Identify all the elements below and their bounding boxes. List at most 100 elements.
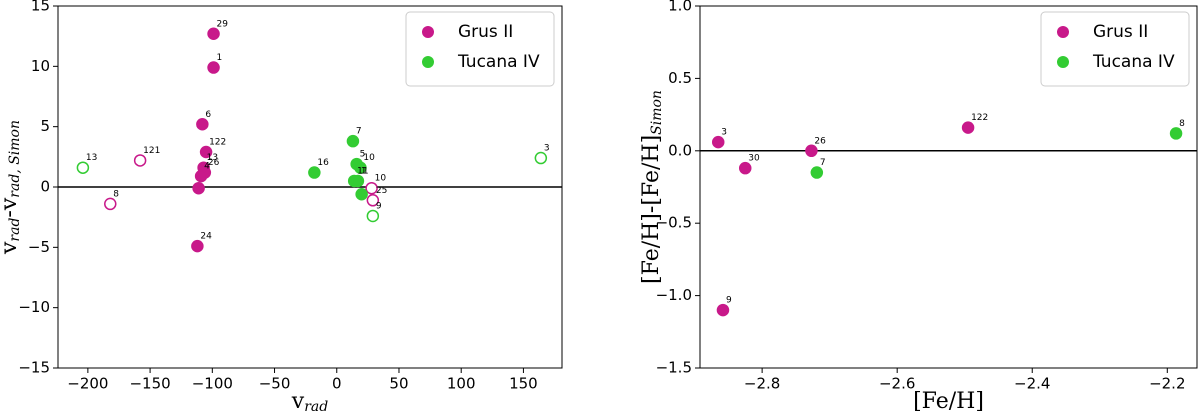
data-point — [192, 181, 205, 195]
x-tick-label: −2.2 — [1149, 375, 1185, 393]
data-point — [365, 181, 378, 195]
data-point — [366, 194, 380, 207]
x-tick-label: 50 — [389, 375, 408, 393]
data-point — [199, 145, 213, 159]
y-tick-label: 0.5 — [668, 69, 692, 87]
data-point — [1169, 127, 1183, 140]
y-axis-label: vrad-vrad, Simon — [0, 120, 23, 255]
point-label: 122 — [209, 138, 226, 148]
point-label: 121 — [143, 146, 160, 156]
data-point — [711, 135, 725, 149]
y-axis-label-part: rad, Simon — [7, 120, 23, 198]
x-tick-label: −2.6 — [879, 375, 915, 393]
x-axis-label-part: rad — [304, 399, 328, 412]
legend-label: Grus II — [1093, 22, 1148, 42]
y-axis-label: [Fe/H]-[Fe/H]Simon — [639, 90, 665, 284]
data-point — [308, 166, 321, 179]
data-point — [738, 161, 752, 175]
point-label: 5 — [360, 150, 366, 160]
data-point — [76, 161, 90, 174]
y-axis-label-part: rad — [7, 218, 23, 242]
x-tick-label: −2.8 — [744, 375, 780, 393]
point-label: 7 — [356, 127, 362, 137]
point-label: 13 — [207, 153, 218, 163]
point-label: 26 — [814, 136, 826, 146]
y-axis-label-part: -v — [0, 197, 22, 217]
point-label: 1 — [217, 53, 223, 63]
data-point — [133, 154, 147, 167]
legend-marker — [422, 56, 434, 68]
data-point — [961, 121, 975, 134]
data-point — [191, 239, 204, 253]
plot-frame — [57, 5, 563, 369]
legend-label: Grus II — [458, 22, 513, 42]
data-point — [196, 118, 209, 131]
legend: Grus II Tucana IV — [405, 11, 555, 87]
legend-marker — [1057, 56, 1069, 68]
subplot: −2.8 −2.6 −2.4 −2.2 −1.5 −1.0 −0.5 0.0 0.5 1.0 3 30… — [639, 0, 1198, 412]
legend-marker — [422, 26, 434, 38]
y-tick-label: −1.5 — [656, 359, 692, 377]
y-tick-label: 0 — [40, 178, 50, 196]
subplot: −200 −150 −100 −50 0 50 100 150−15−10−505101529… — [0, 0, 563, 412]
point-label: 10 — [363, 153, 375, 163]
data-point — [355, 187, 368, 201]
point-label: 16 — [317, 158, 329, 168]
x-tick-label: 0 — [332, 375, 342, 393]
x-tick-label: −150 — [129, 375, 170, 393]
data-point — [810, 166, 824, 179]
x-axis-label: [Fe/H] — [913, 389, 984, 412]
legend-marker — [1057, 26, 1069, 38]
x-axis-label-part: [Fe/H] — [913, 389, 984, 412]
data-point — [351, 174, 365, 188]
y-tick-label: −5 — [28, 238, 50, 256]
data-point — [207, 61, 220, 74]
data-point — [534, 151, 548, 165]
point-label: 11 — [357, 166, 368, 176]
x-tick-label: 150 — [509, 375, 538, 393]
point-label: 29 — [217, 19, 229, 29]
y-tick-label: 10 — [31, 57, 50, 75]
x-tick-label: −2.4 — [1014, 375, 1050, 393]
point-label: 24 — [200, 232, 212, 242]
point-label: 10 — [375, 174, 387, 184]
point-label: 6 — [205, 110, 211, 120]
data-point — [716, 303, 730, 317]
point-label: 7 — [820, 158, 826, 168]
y-tick-label: −0.5 — [656, 214, 692, 232]
y-axis-label-part: [Fe/H]-[Fe/H] — [639, 135, 664, 284]
point-label: 122 — [971, 113, 988, 123]
data-point — [104, 197, 117, 211]
legend-box — [1040, 11, 1190, 87]
point-label: 4 — [204, 162, 210, 172]
y-tick-label: 1.0 — [668, 0, 692, 15]
plot-frame — [699, 5, 1198, 369]
legend: Grus II Tucana IV — [1040, 11, 1190, 87]
point-label: 1 — [361, 166, 367, 176]
x-axis-label-part: v — [291, 389, 305, 412]
y-tick-label: 15 — [31, 0, 50, 15]
legend-box — [405, 11, 555, 87]
point-label: 9 — [726, 296, 732, 306]
point-label: 30 — [748, 154, 760, 164]
data-point — [194, 169, 208, 183]
point-label: 9 — [376, 201, 382, 211]
y-tick-label: 0.0 — [668, 141, 692, 159]
data-point — [354, 161, 367, 174]
point-label: 13 — [86, 153, 97, 163]
data-point — [366, 209, 380, 223]
x-tick-label: 100 — [447, 375, 476, 393]
point-label: 25 — [376, 186, 387, 196]
legend-label: Tucana IV — [457, 52, 540, 72]
data-point — [207, 27, 220, 41]
y-tick-label: −15 — [18, 359, 50, 377]
data-point — [346, 134, 360, 148]
point-label: 8 — [113, 189, 119, 199]
x-tick-label: −100 — [192, 375, 233, 393]
y-axis-label-part: Simon — [649, 90, 665, 135]
y-tick-label: 5 — [40, 117, 50, 135]
y-axis-label-part: v — [0, 241, 22, 255]
point-label: 26 — [208, 158, 220, 168]
y-tick-label: −1.0 — [656, 286, 692, 304]
